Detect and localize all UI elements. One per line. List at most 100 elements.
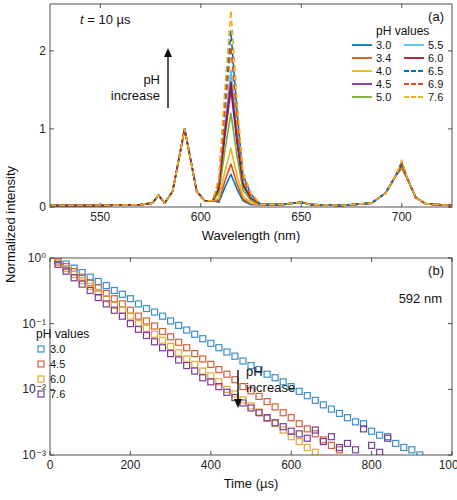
data-point [119, 307, 125, 313]
legend-swatch [38, 391, 44, 397]
data-point [127, 296, 133, 302]
data-point [152, 309, 158, 315]
data-point [256, 409, 262, 415]
data-point [184, 345, 190, 351]
data-point [361, 426, 367, 432]
series-line [50, 47, 452, 206]
data-point [377, 432, 383, 438]
data-point [304, 445, 310, 451]
data-point [224, 389, 230, 395]
data-point [208, 340, 214, 346]
legend-label: 6.0 [50, 373, 65, 385]
y-tick [50, 128, 54, 129]
series-line [50, 10, 452, 205]
x-tick-label: 200 [120, 458, 140, 472]
data-point [127, 321, 133, 327]
data-point [103, 283, 109, 289]
data-point [135, 326, 141, 332]
legend-swatch [352, 83, 372, 85]
data-point [200, 356, 206, 362]
data-point [264, 371, 270, 377]
x-axis-label: Wavelength (nm) [202, 228, 301, 243]
data-point [176, 357, 182, 363]
legend-swatch [404, 70, 424, 72]
data-point [409, 447, 415, 453]
x-tick [401, 203, 402, 207]
legend-swatch [352, 96, 372, 98]
x-tick-label: 650 [291, 210, 311, 224]
subtitle-part: = 10 µs [84, 12, 131, 27]
data-point [216, 384, 222, 390]
annotation-arrowhead [164, 48, 172, 57]
data-point [216, 345, 222, 351]
panel-label: (a) [428, 9, 444, 24]
data-point [87, 287, 93, 293]
data-point [95, 295, 101, 301]
legend-swatch [352, 57, 372, 59]
annotation-arrow [237, 370, 238, 402]
data-point [200, 336, 206, 342]
figure: 550600650700012(a)t = 10 µsWavelength (n… [0, 0, 457, 500]
x-tick [301, 203, 302, 207]
legend-label: 6.5 [428, 65, 443, 77]
data-point [200, 368, 206, 374]
data-point [160, 345, 166, 351]
data-point [296, 431, 302, 437]
data-point [417, 452, 423, 455]
x-tick-label: 400 [201, 458, 221, 472]
legend-label: 7.6 [428, 91, 443, 103]
y-tick-label: 2 [39, 44, 46, 58]
data-point [272, 420, 278, 426]
data-point [87, 280, 93, 286]
data-point [208, 379, 214, 385]
legend-label: 5.5 [428, 39, 443, 51]
x-tick [130, 451, 131, 455]
data-point [152, 323, 158, 329]
x-tick-label: 700 [392, 210, 412, 224]
data-point [192, 351, 198, 357]
data-point [160, 337, 166, 343]
legend-swatch [352, 70, 372, 72]
panel-1: 0200400600800100010⁻³10⁻²10⁻¹10⁰(b)592 n… [3, 165, 457, 491]
subtitle: 592 nm [399, 291, 442, 306]
x-tick [210, 258, 211, 262]
legend-label: 5.0 [376, 91, 391, 103]
data-point [336, 410, 342, 416]
data-point [152, 331, 158, 337]
x-tick [200, 4, 201, 8]
x-tick [291, 451, 292, 455]
data-point [385, 435, 391, 441]
data-point [135, 301, 141, 307]
legend-label: 7.6 [50, 388, 65, 400]
legend-swatch [404, 57, 424, 59]
data-point [224, 371, 230, 377]
legend-swatch [38, 361, 44, 367]
data-point [111, 287, 117, 293]
data-point [280, 424, 286, 430]
annotation: increase [246, 380, 295, 395]
data-point [248, 403, 254, 409]
data-point [208, 373, 214, 379]
data-point [143, 333, 149, 339]
data-point [296, 421, 302, 427]
data-point [143, 325, 149, 331]
plot-area [55, 258, 423, 455]
x-tick [301, 4, 302, 8]
data-point [55, 260, 61, 266]
data-point [304, 426, 310, 432]
data-point [200, 375, 206, 381]
data-point [160, 313, 166, 319]
legend-label: 4.0 [376, 65, 391, 77]
legend-swatch [404, 83, 424, 85]
x-tick-label: 1000 [439, 458, 457, 472]
data-point [288, 415, 294, 421]
data-point [232, 353, 238, 359]
data-point [296, 439, 302, 445]
subtitle: t = 10 µs [80, 12, 131, 27]
legend-title: pH values [36, 327, 89, 341]
data-point [87, 283, 93, 289]
data-point [328, 442, 334, 448]
annotation: increase [111, 88, 160, 103]
data-point [344, 440, 350, 446]
x-tick [200, 203, 201, 207]
